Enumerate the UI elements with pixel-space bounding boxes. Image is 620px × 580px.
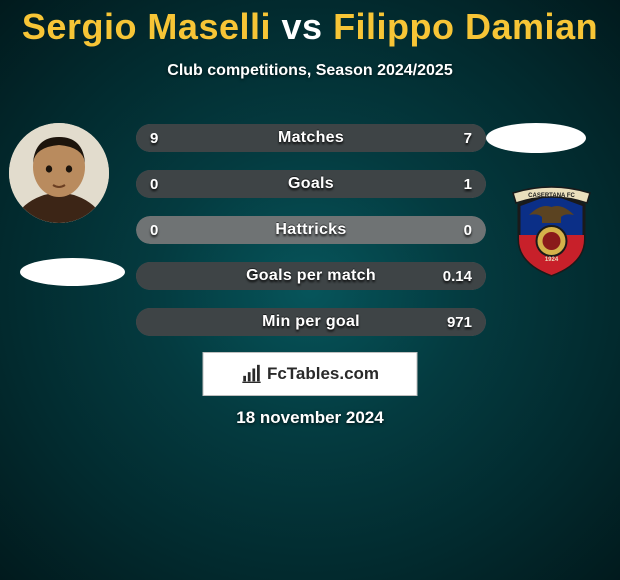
title-vs: vs <box>282 6 334 47</box>
player-right-team-oval <box>486 123 586 153</box>
brand-text: FcTables.com <box>267 364 379 384</box>
subtitle: Club competitions, Season 2024/2025 <box>0 62 620 80</box>
title-left: Sergio Maselli <box>22 6 271 47</box>
stat-bars: 9 Matches 7 0 Goals 1 0 Hattricks 0 Goal… <box>136 124 486 354</box>
player-right-crest: CASERTANA FC 1924 <box>499 175 604 280</box>
page-title: Sergio Maselli vs Filippo Damian <box>0 6 620 48</box>
bar-right-fill <box>332 124 486 152</box>
title-right: Filippo Damian <box>333 6 598 47</box>
svg-text:CASERTANA FC: CASERTANA FC <box>528 193 575 199</box>
stat-row: 0 Goals 1 <box>136 170 486 198</box>
stat-row: Goals per match 0.14 <box>136 262 486 290</box>
svg-text:1924: 1924 <box>545 257 559 263</box>
club-crest-icon: CASERTANA FC 1924 <box>499 175 604 280</box>
bar-right-fill <box>136 262 486 290</box>
bar-right-fill <box>136 170 486 198</box>
portrait-placeholder-icon <box>9 123 109 223</box>
brand-link[interactable]: FcTables.com <box>203 352 418 396</box>
infographic-root: Sergio Maselli vs Filippo Damian Club co… <box>0 0 620 450</box>
stat-row: 0 Hattricks 0 <box>136 216 486 244</box>
player-left-team-oval <box>20 258 125 286</box>
stat-row: 9 Matches 7 <box>136 124 486 152</box>
generated-date: 18 november 2024 <box>0 408 620 428</box>
bar-left-fill <box>136 124 332 152</box>
stat-row: Min per goal 971 <box>136 308 486 336</box>
player-left-portrait <box>9 123 109 223</box>
bar-right-fill <box>136 308 486 336</box>
bar-chart-icon <box>241 363 263 385</box>
